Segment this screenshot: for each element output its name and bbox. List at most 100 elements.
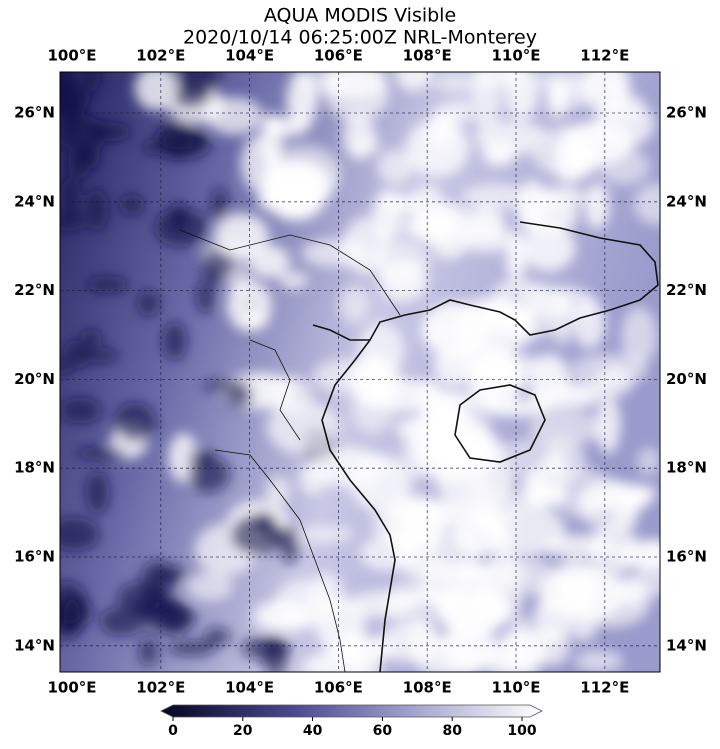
cloud [60,211,87,231]
lat-label-left: 16°N [14,548,55,566]
cloud [185,571,234,602]
cloud [582,72,630,115]
cloud [210,187,229,224]
colorbar-tick-label: 80 [442,723,462,739]
cloud [571,353,648,387]
cloud [492,490,525,516]
cloud [60,397,102,424]
cloud [634,182,660,226]
cloud [484,648,542,672]
cloud [376,149,414,185]
cloud [614,498,639,530]
lon-label-top: 106°E [314,47,363,65]
lat-label-left: 22°N [14,281,55,299]
cloud [461,183,533,210]
cloud [203,627,231,646]
lat-label-right: 18°N [666,459,707,477]
graticule [60,72,660,672]
cloud [86,276,129,293]
cloud [60,92,84,127]
cloud [338,284,370,324]
cloud [517,179,548,234]
cloud [202,379,250,393]
cloud [60,176,81,218]
cloud [326,636,396,663]
cloud [574,650,624,672]
lon-label-bottom: 110°E [491,679,540,697]
colorbar-bar [160,704,543,718]
lat-label-right: 16°N [666,548,707,566]
cloud [342,113,376,160]
cloud [63,340,93,368]
cloud [138,636,159,666]
cloud [546,78,593,110]
lon-label-top: 108°E [403,47,452,65]
cloud [307,572,344,619]
lat-label-left: 20°N [14,370,55,388]
cloud [82,72,101,92]
cloud [230,514,283,555]
cloud [156,118,195,161]
lat-label-right: 22°N [666,281,707,299]
cloud [517,285,597,318]
lon-label-top: 102°E [136,47,185,65]
colorbar-tick-label: 20 [233,723,253,739]
colorbar-tick-label: 60 [373,723,393,739]
borders [179,229,401,672]
cloud [598,148,651,185]
satellite-image [60,72,660,672]
cloud [351,355,397,409]
cloud [241,635,291,661]
cloud [474,508,506,537]
cloud [253,600,314,632]
cloud [167,639,217,657]
cloud [447,100,471,125]
lat-label-left: 24°N [14,192,55,210]
cloud [100,606,145,636]
cloud [188,455,230,493]
cloud [584,182,610,230]
cloud [394,520,437,577]
subtitle-line: 2020/10/14 06:25:00Z NRL-Monterey [183,27,537,49]
cloud [80,146,100,169]
cloud [225,387,254,407]
cloud [460,224,512,253]
cloud [403,220,464,241]
cloud [75,446,125,460]
cloud [457,562,502,582]
cloud [470,76,501,129]
graticule-labels: 100°E 100°E 102°E 102°E 104°E 104°E 106°E 106°E… [14,47,707,697]
cloud [137,290,160,316]
lon-label-bottom: 108°E [403,679,452,697]
cloud [522,224,576,272]
cloud [296,526,354,543]
colorbar-tick-label: 100 [507,723,536,739]
cloud [595,394,621,455]
lat-label-right: 24°N [666,192,707,210]
cloud [60,360,74,374]
cloud-field [60,72,660,672]
cloud [225,264,251,294]
cloud [154,208,209,247]
cloud [85,189,108,231]
cloud [242,313,268,330]
lon-label-bottom: 100°E [47,679,96,697]
cloud [196,279,215,314]
cloud [433,345,475,386]
title-line: AQUA MODIS Visible [264,5,456,27]
lat-label-left: 14°N [14,636,55,654]
cloud [266,400,339,454]
lon-label-top: 100°E [47,47,96,65]
cloud [117,581,168,616]
cloud [86,471,110,515]
cloud [505,230,527,283]
lat-label-left: 18°N [14,459,55,477]
cloud [395,72,434,91]
cloud [263,143,342,204]
lon-label-top: 104°E [225,47,274,65]
cloud [175,72,221,97]
cloud [118,195,145,215]
cloud [134,72,178,111]
cloud [527,354,571,403]
